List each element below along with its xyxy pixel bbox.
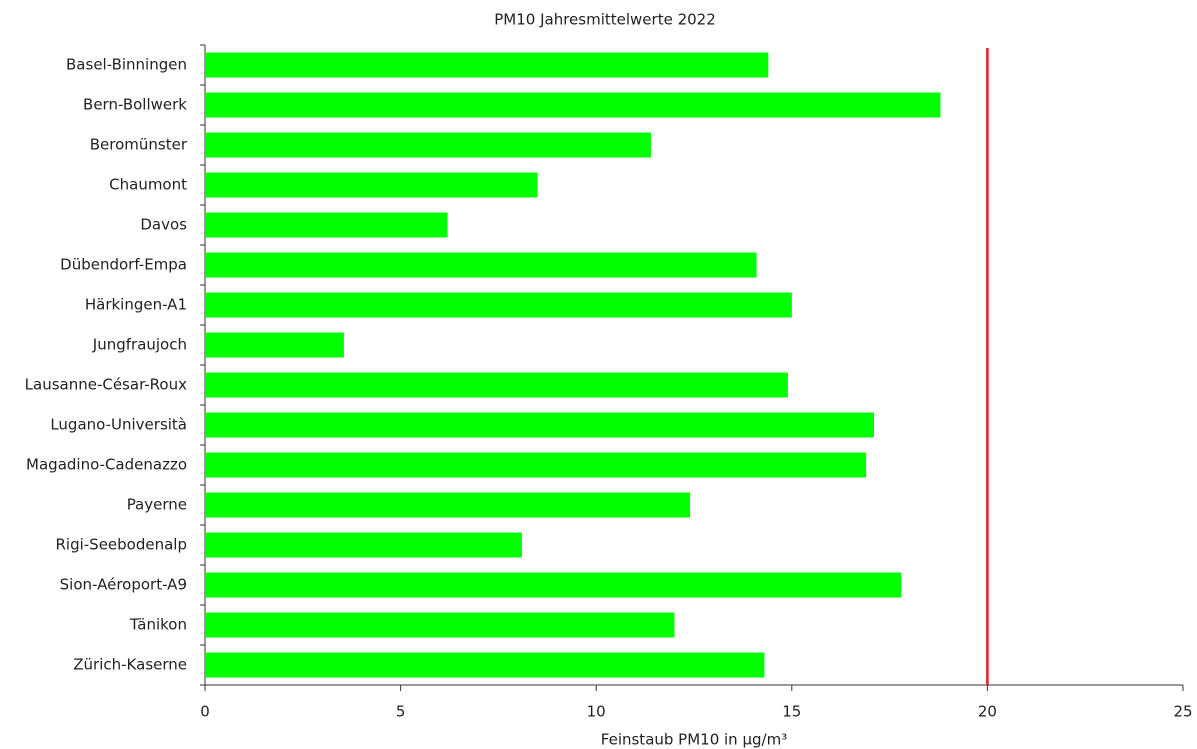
y-tick-label: Davos [140, 216, 187, 234]
x-tick-label: 15 [782, 703, 801, 721]
y-tick-label: Lausanne-César-Roux [25, 376, 187, 394]
bar [205, 132, 651, 158]
x-tick-label: 5 [396, 703, 406, 721]
bar [205, 572, 902, 598]
y-tick-label: Sion-Aéroport-A9 [60, 576, 187, 594]
y-tick-label: Basel-Binningen [66, 56, 187, 74]
y-tick-label: Beromünster [90, 136, 188, 154]
x-tick-label: 0 [200, 703, 210, 721]
bar [205, 172, 538, 198]
y-tick-label: Bern-Bollwerk [83, 96, 187, 114]
y-tick-label: Härkingen-A1 [85, 296, 187, 314]
x-axis-label: Feinstaub PM10 in µg/m³ [601, 731, 787, 749]
bar [205, 532, 522, 558]
y-tick-label: Payerne [127, 496, 187, 514]
bar [205, 452, 867, 478]
bar [205, 492, 691, 518]
chart-title: PM10 Jahresmittelwerte 2022 [494, 11, 716, 29]
bar [205, 52, 769, 78]
bar [205, 92, 941, 118]
y-tick-label: Dübendorf-Empa [60, 256, 187, 274]
bar [205, 292, 792, 318]
y-tick-label: Tänikon [129, 616, 187, 634]
bar [205, 652, 765, 678]
y-tick-label: Jungfraujoch [92, 336, 187, 354]
x-tick-label: 10 [587, 703, 606, 721]
y-tick-label: Lugano-Università [50, 416, 187, 434]
x-tick-label: 20 [978, 703, 997, 721]
bar [205, 252, 757, 278]
x-tick-label: 25 [1173, 703, 1192, 721]
y-tick-label: Magadino-Cadenazzo [26, 456, 187, 474]
bar [205, 212, 448, 238]
y-tick-label: Chaumont [109, 176, 187, 194]
y-tick-label: Zürich-Kaserne [73, 656, 187, 674]
bar [205, 332, 344, 358]
bar [205, 612, 675, 638]
y-tick-label: Rigi-Seebodenalp [55, 536, 187, 554]
bar [205, 372, 788, 398]
bar [205, 412, 874, 438]
